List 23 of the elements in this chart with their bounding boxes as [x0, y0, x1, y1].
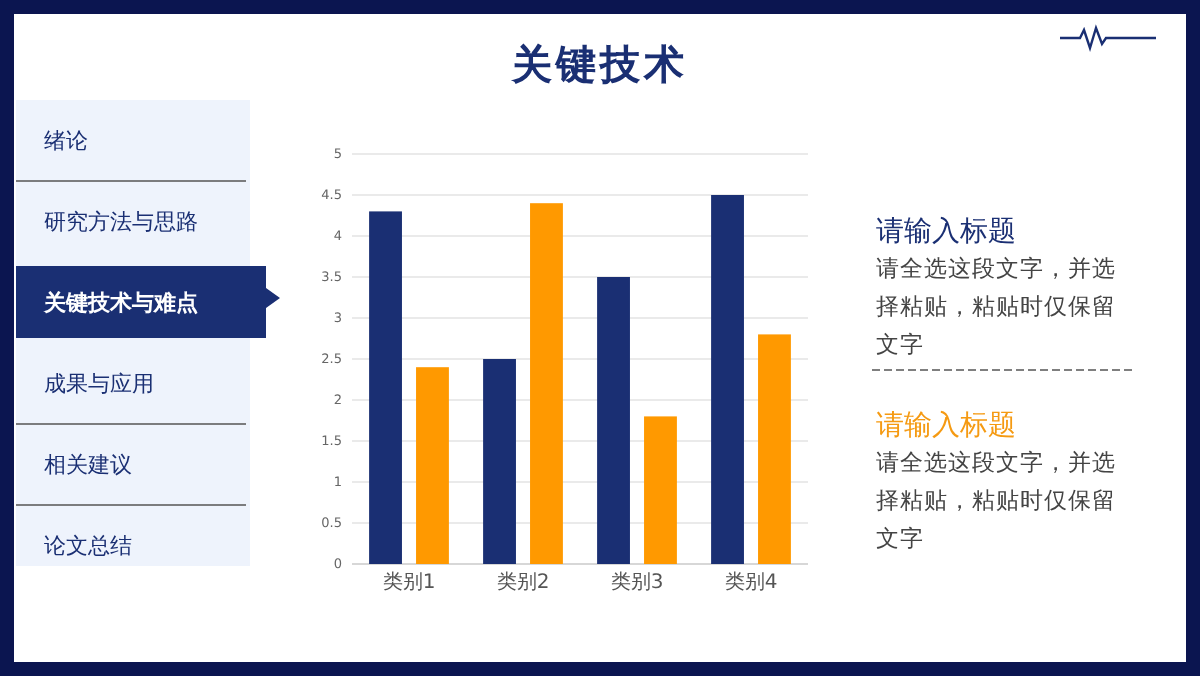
text: 请全选这段文字，并选择粘贴，粘贴时仅保留文字: [876, 448, 1116, 552]
bar: [530, 203, 563, 564]
bar: [758, 334, 791, 564]
text: 绪论: [44, 128, 88, 154]
bar: [644, 416, 677, 564]
text: 论文总结: [44, 533, 132, 559]
x-tick-label: 类别2: [496, 570, 550, 594]
x-tick-label: 类别3: [610, 570, 664, 594]
text: 成果与应用: [44, 371, 154, 397]
bar: [597, 277, 630, 564]
bar: [416, 367, 449, 564]
text: 请输入标题: [876, 216, 1016, 248]
text: 关键技术与难点: [42, 290, 198, 316]
x-tick-label: 类别1: [382, 570, 436, 594]
text: 请输入标题: [876, 410, 1016, 442]
bar: [369, 211, 402, 564]
text: 相关建议: [44, 452, 132, 478]
bar: [711, 195, 744, 564]
x-tick-label: 类别4: [724, 570, 778, 594]
bar: [483, 359, 516, 564]
text: 请全选这段文字，并选择粘贴，粘贴时仅保留文字: [876, 254, 1116, 358]
chart-title: 关键技术: [510, 40, 688, 88]
text: 研究方法与思路: [44, 209, 198, 235]
